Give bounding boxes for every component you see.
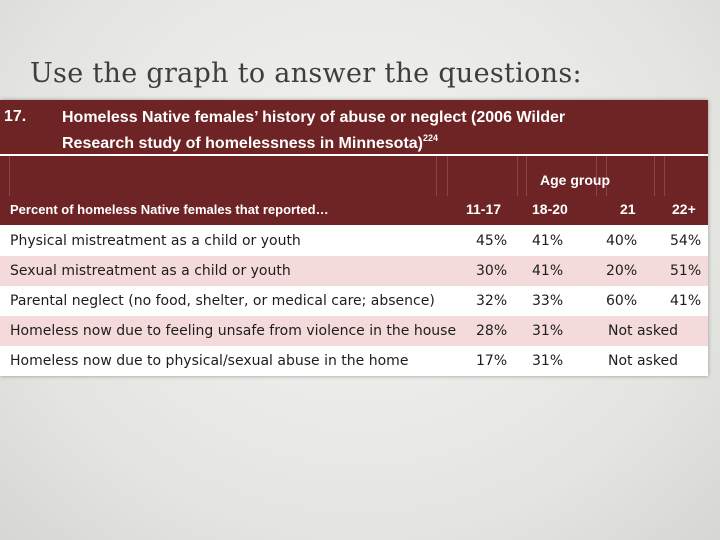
header-gridline: [526, 156, 527, 225]
table-row: Sexual mistreatment as a child or youth …: [0, 256, 708, 287]
table-row: Physical mistreatment as a child or yout…: [0, 226, 708, 257]
table-cell: 33%: [532, 293, 564, 309]
column-header-22plus: 22+: [672, 201, 696, 217]
table-cell: Not asked: [608, 323, 678, 339]
header-gridline: [596, 156, 597, 225]
column-header-11-17: 11-17: [466, 201, 502, 217]
slide-title: Use the graph to answer the questions:: [30, 58, 582, 89]
column-header-18-20: 18-20: [532, 201, 568, 217]
table-title: Homeless Native females’ history of abus…: [62, 108, 565, 154]
table-cell: 28%: [476, 323, 508, 339]
header-gridline: [664, 156, 665, 225]
table-cell: 20%: [606, 263, 638, 279]
table-cell: 54%: [670, 233, 702, 249]
table-cell: 30%: [476, 263, 508, 279]
column-header-21: 21: [620, 201, 636, 217]
age-group-header: Age group: [540, 172, 610, 188]
table-row: Parental neglect (no food, shelter, or m…: [0, 286, 708, 317]
row-header-label: Percent of homeless Native females that …: [10, 202, 329, 217]
row-label: Sexual mistreatment as a child or youth: [10, 263, 291, 279]
header-gridline: [606, 156, 607, 225]
table-cell: Not asked: [608, 353, 678, 369]
table-number: 17.: [4, 108, 27, 125]
table-title-banner: 17. Homeless Native females’ history of …: [0, 100, 708, 154]
table-title-line1: Homeless Native females’ history of abus…: [62, 109, 566, 126]
table-cell: 17%: [476, 353, 508, 369]
row-label: Homeless now due to physical/sexual abus…: [10, 353, 409, 369]
header-gridline: [654, 156, 655, 225]
column-header-row: Percent of homeless Native females that …: [0, 196, 708, 225]
table-title-line2: Research study of homelessness in Minnes…: [62, 135, 423, 152]
header-gridline: [9, 156, 10, 225]
header-gridline: [517, 156, 518, 225]
table-cell: 40%: [606, 233, 638, 249]
table-title-footnote: 224: [423, 133, 439, 143]
table-row: Homeless now due to feeling unsafe from …: [0, 316, 708, 347]
row-label: Parental neglect (no food, shelter, or m…: [10, 293, 435, 309]
row-label: Homeless now due to feeling unsafe from …: [10, 323, 457, 339]
table-cell: 41%: [532, 263, 564, 279]
header-gridline: [447, 156, 448, 225]
table-cell: 32%: [476, 293, 508, 309]
table-cell: 41%: [670, 293, 702, 309]
table-cell: 31%: [532, 323, 564, 339]
table-row: Homeless now due to physical/sexual abus…: [0, 346, 708, 376]
table-cell: 45%: [476, 233, 508, 249]
table-cell: 41%: [532, 233, 564, 249]
header-gridline: [436, 156, 437, 225]
row-label: Physical mistreatment as a child or yout…: [10, 233, 301, 249]
table-cell: 51%: [670, 263, 702, 279]
table-cell: 31%: [532, 353, 564, 369]
table-cell: 60%: [606, 293, 638, 309]
